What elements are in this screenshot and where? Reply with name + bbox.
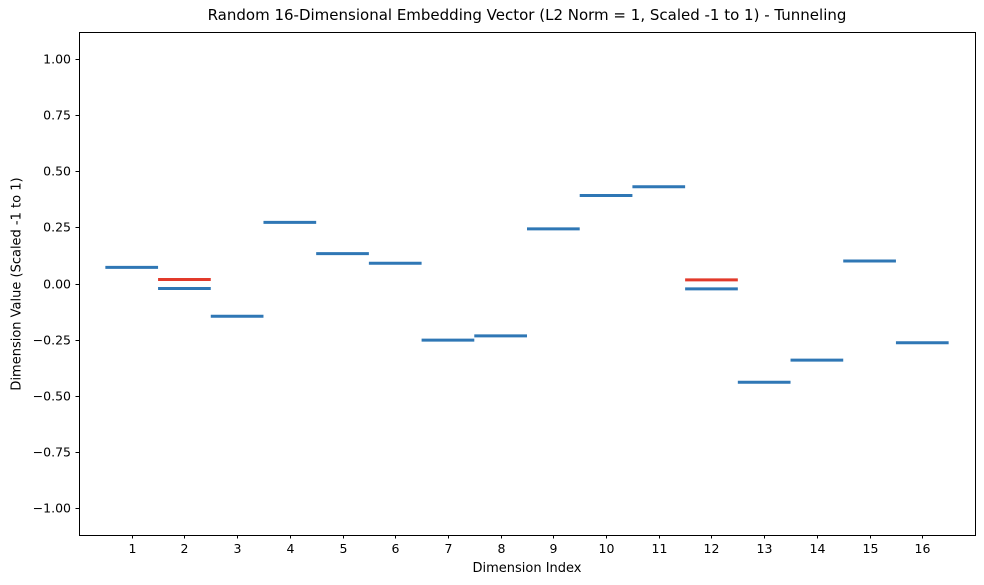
- y-tick-label: −0.50: [33, 389, 71, 404]
- y-tick-label: 0.75: [43, 108, 71, 123]
- chart-title: Random 16-Dimensional Embedding Vector (…: [207, 6, 847, 24]
- y-tick-label: 0.00: [43, 277, 71, 292]
- x-tick-label: 16: [915, 541, 931, 556]
- x-tick-label: 3: [234, 541, 242, 556]
- y-tick-label: −0.25: [33, 333, 71, 348]
- x-tick-label: 14: [810, 541, 826, 556]
- x-tick-label: 11: [652, 541, 668, 556]
- x-tick-label: 7: [445, 541, 453, 556]
- x-tick-label: 12: [704, 541, 720, 556]
- y-tick-label: −1.00: [33, 501, 71, 516]
- x-tick-label: 5: [340, 541, 348, 556]
- x-tick-label: 1: [129, 541, 137, 556]
- x-tick-label: 10: [599, 541, 615, 556]
- y-tick-label: −0.75: [33, 445, 71, 460]
- axes-frame: [79, 32, 976, 536]
- y-tick-label: 0.25: [43, 220, 71, 235]
- x-tick-label: 4: [287, 541, 295, 556]
- y-tick-label: 0.50: [43, 164, 71, 179]
- x-tick-label: 6: [392, 541, 400, 556]
- x-tick-label: 9: [550, 541, 558, 556]
- x-tick-label: 13: [757, 541, 773, 556]
- y-tick-label: 1.00: [43, 52, 71, 67]
- x-tick-label: 15: [863, 541, 879, 556]
- x-axis-label: Dimension Index: [472, 561, 582, 576]
- x-tick-label: 2: [181, 541, 189, 556]
- x-tick-label: 8: [498, 541, 506, 556]
